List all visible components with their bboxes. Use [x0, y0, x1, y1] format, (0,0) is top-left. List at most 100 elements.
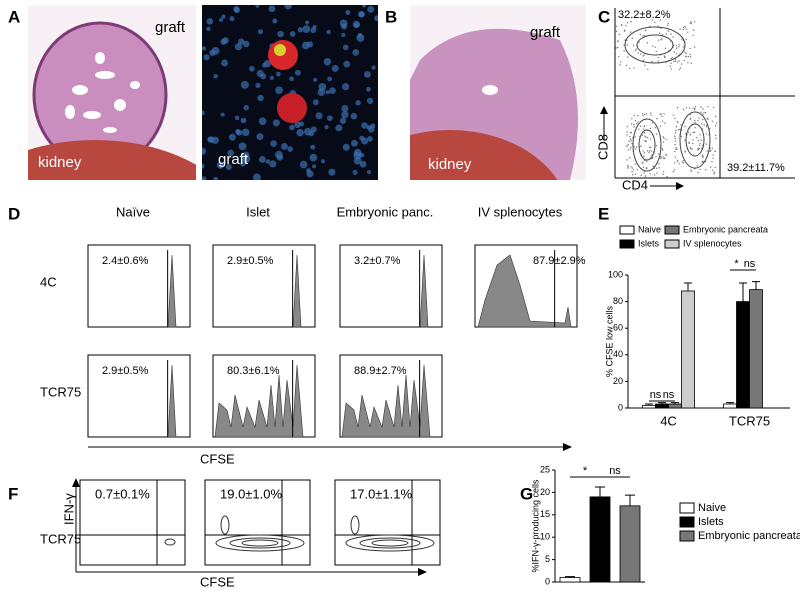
bar — [655, 403, 669, 409]
significance-label: ns — [744, 258, 756, 270]
event-dot — [684, 139, 686, 141]
nucleus — [269, 160, 277, 168]
y-tick-label: 100 — [608, 269, 623, 279]
event-dot — [660, 38, 662, 41]
event-dot — [633, 126, 635, 128]
event-dot — [635, 146, 638, 148]
nucleus — [312, 24, 317, 30]
nucleus — [359, 152, 365, 158]
event-dot — [702, 118, 704, 121]
nucleus — [328, 168, 336, 176]
event-dot — [638, 41, 640, 43]
event-dot — [675, 125, 678, 128]
nucleus — [329, 87, 336, 95]
y-tick-label: 0 — [618, 402, 623, 412]
event-dot — [624, 39, 626, 41]
event-dot — [664, 57, 666, 59]
event-dot — [714, 150, 716, 152]
bar — [619, 505, 641, 583]
flow-box — [79, 479, 186, 566]
event-dot — [709, 150, 711, 153]
event-dot — [689, 53, 691, 56]
event-dot — [710, 149, 712, 152]
event-dot — [658, 39, 660, 41]
nucleus — [323, 58, 332, 66]
event-dot — [699, 142, 701, 145]
y-tick-label: 40 — [613, 349, 623, 359]
event-dot — [646, 150, 649, 152]
event-dot — [651, 122, 653, 124]
legend-swatch — [664, 239, 680, 249]
event-dot — [655, 145, 658, 147]
event-dot — [674, 132, 677, 134]
event-dot — [681, 161, 683, 163]
event-dot — [641, 134, 644, 136]
nucleus — [260, 73, 267, 80]
nucleus — [238, 142, 247, 151]
event-dot — [694, 119, 696, 122]
event-dot — [660, 155, 662, 158]
event-dot — [667, 24, 669, 26]
event-dot — [659, 19, 661, 21]
histogram-shape — [419, 254, 429, 328]
event-dot — [662, 171, 665, 173]
event-dot — [714, 166, 716, 169]
x-tick-label: 4C — [660, 413, 677, 428]
event-dot — [688, 107, 691, 109]
legend-swatch — [619, 239, 635, 249]
event-dot — [614, 21, 617, 23]
nucleus — [220, 112, 225, 117]
legend-label: Naive — [638, 224, 661, 234]
tissue-label: kidney — [38, 154, 82, 171]
event-dot — [649, 112, 652, 114]
event-dot — [677, 128, 680, 131]
event-dot — [711, 147, 714, 150]
nucleus — [202, 176, 207, 180]
nucleus — [213, 176, 219, 180]
event-dot — [702, 156, 704, 158]
event-dot — [643, 132, 646, 134]
event-dot — [672, 170, 674, 173]
y-tick-label: 60 — [613, 323, 623, 333]
legend-label: Embryonic pancreata — [698, 530, 800, 542]
nucleus — [268, 5, 276, 13]
event-dot — [674, 117, 676, 120]
event-dot — [616, 46, 619, 49]
significance-label: ns — [650, 389, 662, 401]
histogram-shape — [477, 254, 572, 328]
event-dot — [700, 139, 702, 141]
event-dot — [629, 156, 631, 159]
event-dot — [618, 55, 620, 58]
event-dot — [663, 113, 665, 115]
event-dot — [694, 126, 696, 129]
nucleus — [335, 124, 343, 132]
event-dot — [646, 42, 648, 44]
event-dot — [626, 165, 629, 167]
nucleus — [206, 26, 211, 31]
event-dot — [692, 131, 694, 133]
event-dot — [692, 34, 694, 37]
nucleus — [366, 97, 374, 105]
contour — [164, 538, 176, 546]
nucleus — [211, 46, 220, 55]
event-dot — [687, 131, 690, 133]
nucleus — [270, 140, 277, 147]
nucleus — [289, 124, 295, 131]
event-dot — [643, 113, 646, 116]
event-dot — [648, 151, 650, 154]
nucleus — [221, 14, 226, 19]
event-dot — [703, 124, 705, 126]
event-dot — [645, 113, 648, 115]
y-tick-label: 0 — [545, 576, 550, 586]
event-dot — [705, 126, 708, 128]
event-dot — [711, 169, 714, 171]
event-dot — [631, 171, 633, 173]
event-dot — [693, 21, 696, 23]
event-dot — [633, 146, 636, 148]
panel-label: E — [598, 204, 609, 223]
row-label: TCR75 — [40, 531, 81, 546]
histogram-shape — [292, 254, 302, 328]
error-bar — [752, 281, 760, 290]
bar — [559, 577, 581, 583]
nucleus — [240, 117, 247, 124]
